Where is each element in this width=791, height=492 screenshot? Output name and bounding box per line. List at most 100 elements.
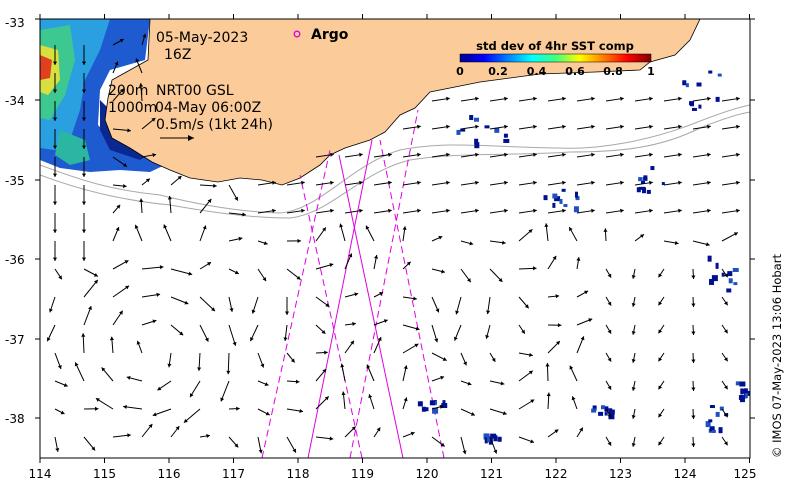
current-arrowhead — [330, 152, 334, 157]
current-arrowhead — [122, 163, 127, 167]
current-arrowhead — [116, 204, 121, 209]
current-arrowhead — [631, 359, 636, 363]
current-arrowhead — [475, 96, 479, 101]
current-arrowhead — [463, 361, 467, 366]
lon-tick: 118 — [287, 467, 310, 481]
current-arrowhead — [340, 363, 345, 368]
current-arrowhead — [167, 195, 172, 200]
lon-tick: 122 — [545, 467, 568, 481]
current-arrowhead — [440, 375, 445, 380]
current-arrowhead — [151, 117, 156, 122]
current-arrowhead — [620, 152, 624, 157]
current-arrowhead — [52, 89, 58, 93]
current-arrowhead — [402, 226, 407, 230]
current-arrowhead — [139, 198, 144, 203]
current-arrowhead — [383, 319, 388, 324]
current-arrowhead — [415, 326, 420, 331]
current-arrowhead — [620, 208, 624, 213]
current-arrowhead — [156, 292, 161, 297]
current-arrowhead — [707, 180, 711, 185]
current-arrowhead — [81, 333, 86, 337]
current-arrow — [199, 296, 216, 312]
sst-pixel — [718, 427, 723, 434]
sst-pixel — [715, 411, 720, 417]
current-arrowhead — [52, 229, 58, 233]
current-arrow — [74, 362, 85, 382]
current-arrow — [228, 324, 237, 346]
current-arrowhead — [533, 208, 537, 213]
current-arrowhead — [591, 208, 595, 213]
current-arrowhead — [179, 331, 184, 336]
current-arrowhead — [530, 399, 535, 404]
current-arrowhead — [446, 180, 450, 185]
current-arrowhead — [359, 180, 363, 185]
sst-pixel — [600, 405, 605, 410]
sst-pixel — [442, 400, 446, 405]
current-arrowhead — [658, 385, 663, 390]
sst-pixel — [721, 272, 725, 277]
current-arrowhead — [413, 296, 417, 301]
sst-pixel — [494, 127, 500, 133]
current-arrowhead — [562, 96, 566, 101]
current-arrowhead — [533, 266, 537, 271]
current-arrowhead — [529, 352, 533, 357]
current-arrowhead — [707, 96, 711, 101]
current-arrowhead — [462, 450, 467, 455]
current-arrowhead — [388, 180, 392, 185]
current-arrowhead — [115, 227, 120, 231]
current-arrowhead — [705, 242, 710, 247]
current-arrowhead — [555, 341, 560, 345]
current-arrowhead — [607, 357, 612, 362]
altimetry-time: 04-May 06:00Z — [155, 100, 261, 116]
sst-pixel — [417, 401, 422, 407]
altimetry-label: NRT00 GSL — [156, 83, 234, 99]
sst-pixel — [739, 381, 746, 387]
current-arrowhead — [403, 365, 408, 370]
sst-pixel — [733, 282, 738, 286]
isobath-1000-label: 1000m — [108, 100, 157, 116]
lon-tick: 114 — [29, 467, 52, 481]
current-arrowhead — [114, 61, 119, 66]
scale-label: 0.5m/s (1kt 24h) — [156, 117, 273, 133]
sst-pixel — [432, 407, 439, 414]
current-arrowhead — [569, 227, 573, 232]
colorbar-title: std dev of 4hr SST comp — [476, 39, 634, 53]
current-arrowhead — [52, 61, 58, 65]
current-arrowhead — [272, 208, 276, 213]
current-arrow — [141, 266, 164, 270]
current-arrowhead — [359, 152, 363, 157]
current-arrowhead — [284, 311, 290, 315]
current-arrowhead — [264, 382, 269, 386]
current-arrowhead — [58, 275, 62, 280]
current-arrowhead — [81, 173, 87, 177]
current-arrowhead — [148, 423, 153, 428]
sst-pixels — [417, 70, 750, 445]
current-arrowhead — [736, 124, 740, 129]
current-arrowhead — [620, 180, 624, 185]
sst-pixel — [732, 267, 739, 272]
current-arrowhead — [379, 292, 384, 296]
current-arrowhead — [469, 241, 474, 246]
current-arrowhead — [724, 385, 728, 390]
current-arrowhead — [46, 337, 51, 342]
current-arrowhead — [329, 263, 334, 268]
current-arrowhead — [339, 223, 344, 228]
current-arrowhead — [101, 367, 106, 372]
current-arrowhead — [81, 201, 87, 205]
current-arrowhead — [562, 152, 566, 157]
current-arrowhead — [126, 375, 131, 380]
lon-tick: 117 — [222, 467, 245, 481]
current-arrowhead — [591, 152, 595, 157]
lon-tick: 120 — [416, 467, 439, 481]
sst-pixel — [643, 175, 648, 181]
current-arrowhead — [691, 331, 696, 335]
current-arrowhead — [631, 303, 636, 307]
current-arrowhead — [417, 152, 421, 157]
sst-pixel — [487, 435, 491, 442]
current-arrowhead — [368, 394, 373, 399]
current-arrowhead — [724, 329, 728, 334]
current-arrowhead — [152, 319, 157, 324]
current-arrowhead — [388, 152, 392, 157]
current-arrowhead — [658, 329, 663, 334]
sst-pixel — [456, 129, 461, 135]
